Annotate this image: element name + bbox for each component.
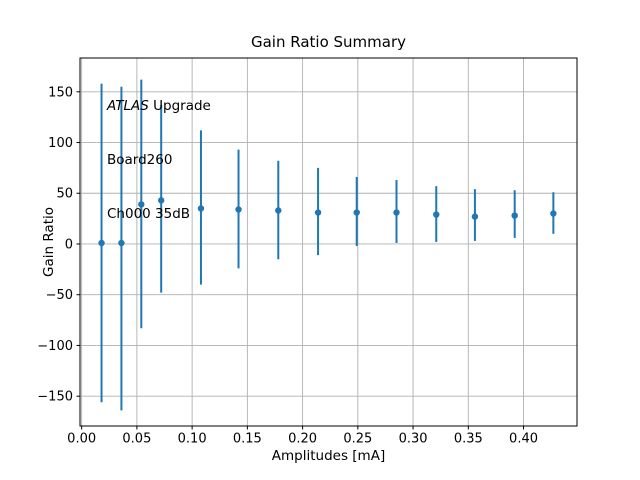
data-point-marker [314,209,322,216]
y-tick-label: −150 [37,390,73,405]
annotation-line-1: ATLAS Upgrade [107,97,211,115]
x-tick-label: 0.20 [288,432,317,447]
y-tick-label: −100 [37,339,73,354]
data-point-marker [275,207,282,214]
x-tick-label: 0.35 [454,432,483,447]
data-point-marker [98,239,105,247]
data-point-marker [471,213,479,220]
data-point-marker [511,212,518,219]
x-tick-label: 0.25 [343,432,372,447]
x-tick-label: 0.40 [509,432,538,447]
annotation-line-2: Board260 [107,152,173,168]
data-point-marker [138,201,145,208]
y-tick-label: −50 [46,288,73,303]
annotation: ATLAS Upgrade Board260 Ch000 35dB [107,61,211,259]
annotation-experiment-name: ATLAS [107,98,149,114]
x-tick-label: 0.30 [399,432,428,447]
y-tick-label: 50 [56,187,73,202]
x-tick-label: 0.10 [178,432,207,447]
data-point-marker [157,197,165,204]
data-point-marker [118,239,125,247]
y-tick-label: 0 [65,237,73,252]
chart-title: Gain Ratio Summary [250,33,407,51]
data-point-marker [393,209,400,216]
y-axis-label: Gain Ratio [41,207,57,277]
annotation-line-3: Ch000 35dB [107,206,191,222]
y-tick-label: 100 [48,136,73,151]
x-tick-label: 0.00 [67,432,96,447]
data-point-marker [353,209,360,216]
data-point-marker [197,205,205,212]
data-point-marker [235,206,242,213]
data-point-marker [433,211,440,218]
annotation-upgrade-label: Upgrade [148,98,211,114]
x-tick-label: 0.05 [122,432,151,447]
axes-frame [79,57,578,427]
data-point-marker [550,210,557,217]
x-tick-label: 0.15 [233,432,262,447]
x-axis-label: Amplitudes [mA] [271,448,386,464]
y-tick-label: 150 [48,85,73,100]
